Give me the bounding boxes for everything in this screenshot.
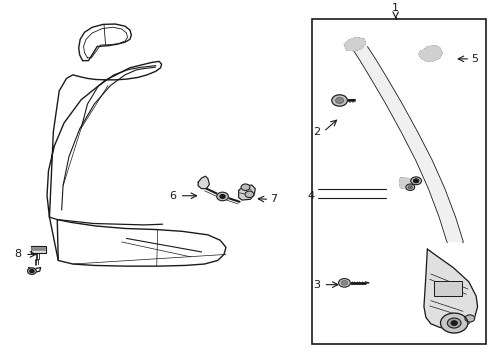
Circle shape [30, 270, 34, 273]
Circle shape [335, 98, 343, 103]
Circle shape [447, 318, 460, 328]
Circle shape [220, 195, 224, 198]
Text: 6: 6 [169, 191, 176, 201]
Bar [31, 247, 45, 250]
Polygon shape [423, 249, 477, 329]
Circle shape [244, 191, 253, 198]
Circle shape [331, 95, 346, 106]
Text: 1: 1 [391, 3, 398, 13]
Circle shape [413, 179, 418, 183]
Circle shape [341, 281, 346, 285]
Text: 7: 7 [270, 194, 277, 204]
Circle shape [407, 186, 411, 189]
Polygon shape [418, 46, 441, 60]
Text: 8: 8 [15, 249, 21, 260]
Circle shape [27, 268, 36, 274]
Circle shape [410, 177, 421, 185]
Circle shape [405, 184, 414, 190]
Bar [31, 246, 45, 253]
Polygon shape [399, 178, 413, 189]
Circle shape [338, 279, 349, 287]
Circle shape [440, 313, 467, 333]
Text: 2: 2 [312, 127, 320, 137]
Text: 4: 4 [306, 191, 314, 201]
Circle shape [216, 192, 228, 201]
Polygon shape [238, 185, 255, 200]
Polygon shape [198, 176, 209, 189]
Polygon shape [344, 37, 365, 51]
Bar [311, 19, 485, 345]
Circle shape [464, 315, 474, 322]
Circle shape [450, 321, 456, 325]
Polygon shape [351, 47, 462, 242]
Text: 5: 5 [470, 54, 477, 64]
Circle shape [241, 184, 249, 190]
Text: 3: 3 [312, 280, 320, 290]
Bar [433, 281, 461, 296]
